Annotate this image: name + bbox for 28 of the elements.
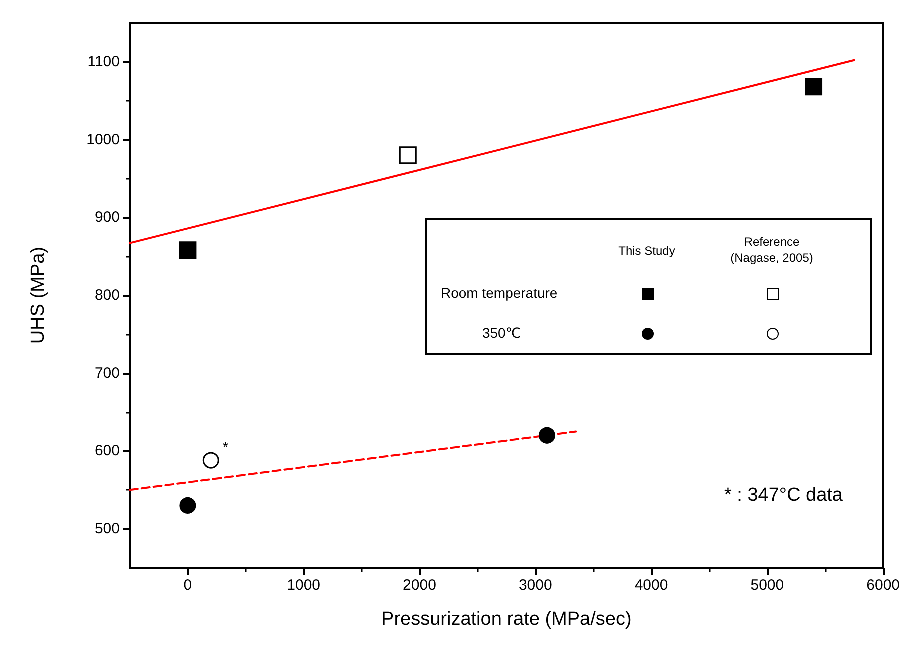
x-tick-label: 1000 — [287, 577, 321, 594]
y-tick-label: 600 — [94, 442, 120, 460]
annotation: Reference (Nagase, 2005) — [730, 234, 814, 266]
y-tick-label: 1000 — [86, 131, 120, 148]
point — [538, 427, 556, 444]
y-tick-label: 500 — [94, 520, 120, 538]
point — [805, 78, 823, 96]
x-tick-label: 3000 — [518, 577, 552, 594]
point — [399, 146, 417, 164]
y-axis-title: UHS (MPa) — [28, 246, 49, 344]
x-tick-label: 2000 — [403, 577, 436, 594]
annotation: Room temperature — [441, 285, 558, 301]
x-axis-title: Pressurization rate (MPa/sec) — [382, 609, 632, 630]
annotation: * — [223, 439, 229, 455]
y-tick-label: 900 — [94, 209, 120, 226]
x-tick-label: 4000 — [634, 577, 668, 594]
y-tick-label: 800 — [94, 287, 120, 304]
x-tick-label: 6000 — [866, 577, 900, 594]
annotation: 350℃ — [481, 325, 523, 342]
y-tick-label: 700 — [94, 364, 120, 382]
x-tick-label: 5000 — [750, 577, 784, 594]
point — [179, 242, 197, 260]
annotation: * : 347°C data — [724, 485, 844, 506]
annotation: This Study — [618, 244, 676, 258]
point — [180, 497, 196, 514]
x-tick-label: 0 — [184, 577, 192, 594]
y-tick-label: 1100 — [88, 53, 120, 70]
point — [202, 452, 220, 469]
